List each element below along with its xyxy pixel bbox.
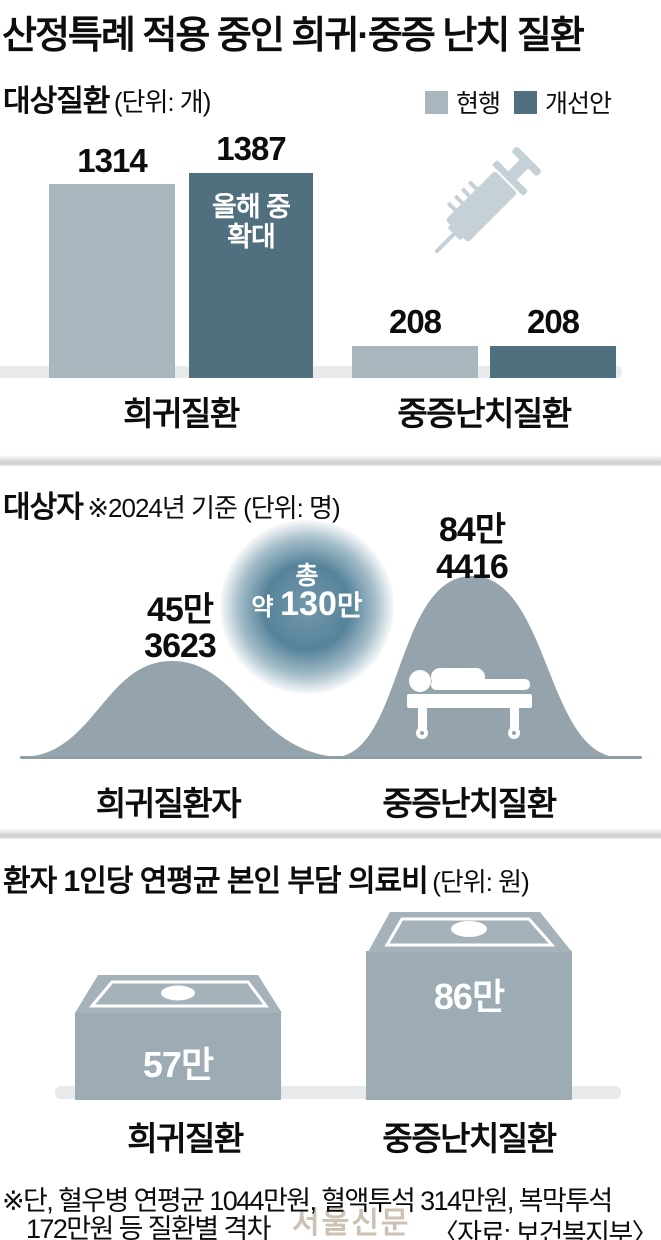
box-label-rare: 희귀질환 [127, 1120, 244, 1157]
section1-header: 대상질환 (단위: 개) [3, 76, 212, 120]
box-value-rare: 57만 [142, 1044, 214, 1085]
badge-total-label: 총 [295, 562, 319, 590]
bell-label-rare: 희귀질환자 [95, 785, 242, 822]
bell-value-rare-line2: 3623 [144, 627, 217, 665]
money-box-severe [366, 912, 572, 1100]
section3-header: 환자 1인당 연평균 본인 부담 의료비 (단위: 원) [3, 856, 530, 900]
footnote-line1: ※단, 혈우병 연평균 1044만원, 혈액투석 314만원, 복막투석 [2, 1186, 613, 1216]
legend-label-current: 현행 [456, 90, 501, 118]
bell-curve-rare [25, 661, 340, 757]
legend-swatch-improved [514, 90, 538, 114]
hospital-bed-icon [407, 668, 532, 739]
bar-severe-current [352, 346, 478, 378]
value-severe-current: 208 [388, 303, 442, 340]
bar-severe-improved [490, 346, 616, 378]
box-label-severe: 중증난치질환 [382, 1120, 557, 1157]
bell-value-severe-line1: 84만 [438, 511, 506, 549]
value-severe-improved: 208 [526, 303, 580, 340]
newspaper-watermark: 서울신문 [292, 1207, 411, 1240]
legend: 현행 개선안 [425, 84, 612, 120]
bar-rare-current [49, 184, 175, 378]
bell-value-severe-line2: 4416 [436, 548, 509, 586]
value-rare-improved: 1387 [216, 130, 286, 167]
section1-unit: (단위: 개) [113, 87, 212, 117]
box-value-severe: 86만 [433, 976, 505, 1017]
bell-curve-severe [337, 576, 616, 757]
legend-swatch-current [425, 90, 448, 114]
section-divider-1 [0, 455, 661, 466]
section2-note: ※2024년 기준 (단위: 명) [87, 493, 340, 523]
value-rare-current: 1314 [77, 142, 147, 179]
section2-header: 대상자 ※2024년 기준 (단위: 명) [3, 482, 341, 526]
syringe-icon [434, 147, 541, 254]
category-label-rare: 희귀질환 [123, 395, 240, 432]
category-label-severe: 중증난치질환 [397, 395, 572, 432]
legend-label-improved: 개선안 [545, 90, 612, 118]
bell-label-severe: 중증난치질환 [382, 785, 557, 822]
section3-unit: (단위: 원) [432, 867, 530, 897]
badge-total-value: 약 130만 [217, 584, 397, 624]
section2-heading: 대상자 [3, 491, 84, 524]
bar-rare-improved [189, 173, 313, 378]
total-badge-glow [220, 520, 394, 694]
section-divider-2 [0, 828, 661, 839]
badge-value: 130 [280, 585, 337, 623]
page-title: 산정특례 적용 중인 희귀·중증 난치 질환 [2, 15, 585, 57]
footnote-line2: 172만원 등 질환별 격차 [26, 1214, 271, 1240]
section3-heading: 환자 1인당 연평균 본인 부담 의료비 [3, 865, 429, 898]
badge-suffix: 만 [336, 590, 363, 621]
money-box-rare [75, 975, 282, 1100]
annotation-line2: 확대 [227, 222, 276, 252]
annotation-line1: 올해 중 [211, 192, 291, 222]
source-credit: 〈자료: 보건복지부〉 [431, 1219, 659, 1240]
section1-heading: 대상질환 [3, 85, 110, 118]
bell-value-rare-line1: 45만 [146, 591, 214, 629]
badge-prefix: 약 [251, 594, 281, 621]
